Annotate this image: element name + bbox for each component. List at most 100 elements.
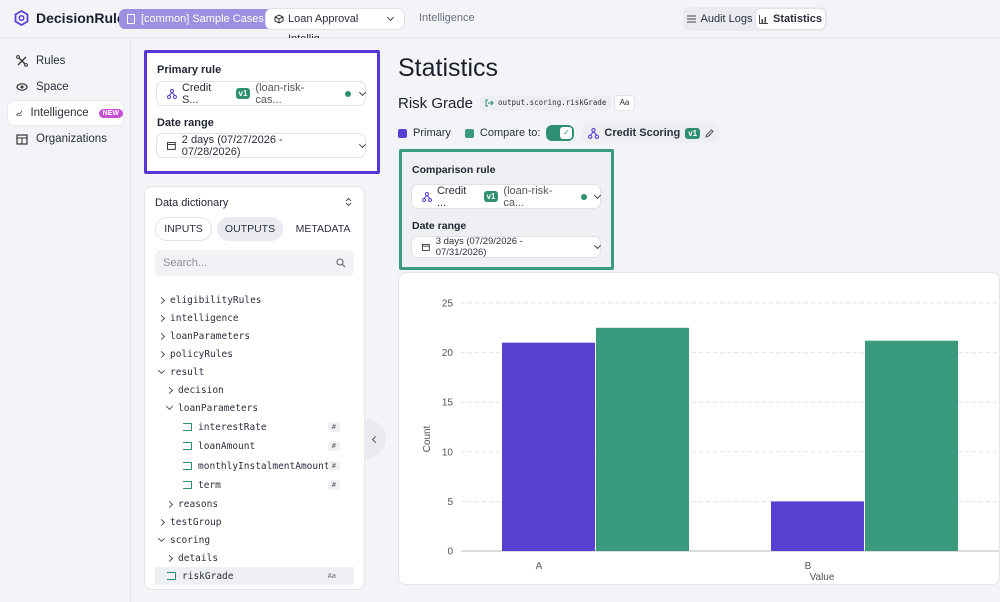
y-tick-label: 25 bbox=[442, 299, 454, 310]
view-switch: Audit Logs Statistics bbox=[683, 7, 827, 31]
tree-label: testGroup bbox=[170, 516, 222, 528]
output-arrow-icon bbox=[485, 99, 494, 107]
organizations-icon bbox=[16, 134, 28, 145]
sidebar-item-organizations[interactable]: Organizations bbox=[8, 127, 123, 151]
search-input[interactable]: Search... bbox=[155, 250, 354, 276]
y-tick-label: 5 bbox=[447, 497, 453, 508]
top-bar: DecisionRules [common] Sample Cases Loan… bbox=[0, 0, 1000, 45]
primary-rule-select[interactable]: Credit S... v1 (loan-risk-cas... bbox=[156, 81, 367, 106]
edit-icon[interactable] bbox=[705, 128, 714, 138]
search-placeholder: Search... bbox=[163, 257, 208, 269]
bar bbox=[771, 501, 864, 551]
chevron-down-icon bbox=[386, 13, 395, 22]
chevron-right-icon bbox=[157, 350, 166, 358]
y-axis-label: Count bbox=[422, 425, 433, 452]
tree-leaf[interactable]: riskGrade Aa bbox=[155, 567, 354, 585]
collapse-panel-button[interactable] bbox=[364, 419, 386, 459]
space-pill[interactable]: [common] Sample Cases bbox=[119, 9, 274, 29]
rule-select[interactable]: Loan Approval Intellig... bbox=[265, 8, 405, 45]
sidebar-item-label: Space bbox=[36, 81, 69, 93]
output-path-chip: output.scoring.riskGrade bbox=[480, 95, 612, 111]
primary-swatch bbox=[398, 128, 407, 138]
legend-compare: Compare to: bbox=[479, 127, 541, 139]
tree-folder[interactable]: loanParameters bbox=[145, 327, 354, 345]
sidebar-item-intelligence[interactable]: Intelligence NEW bbox=[8, 101, 123, 125]
tree-label: details bbox=[178, 552, 219, 564]
legend-row: Primary Compare to: ✓ Credit Scoring v1 bbox=[398, 123, 721, 143]
type-badge: Aa bbox=[323, 571, 340, 581]
output-leaf-icon bbox=[183, 423, 192, 431]
compare-rule-chip[interactable]: Credit Scoring v1 bbox=[582, 123, 721, 143]
tree-folder[interactable]: testGroup bbox=[145, 513, 354, 531]
tree-leaf[interactable]: term # bbox=[145, 476, 354, 494]
sidebar-item-label: Rules bbox=[36, 55, 66, 67]
sort-icon[interactable] bbox=[345, 197, 352, 207]
comparison-rule-select[interactable]: Credit ... v1 (loan-risk-ca... bbox=[411, 184, 602, 209]
tree-folder[interactable]: reasons bbox=[145, 495, 354, 513]
tree-label: result bbox=[170, 366, 205, 378]
calendar-icon bbox=[167, 142, 176, 150]
type-badge: # bbox=[327, 422, 340, 432]
cube-icon bbox=[274, 14, 284, 24]
space-pill-label: [common] Sample Cases bbox=[141, 13, 264, 25]
chevron-down-icon bbox=[594, 242, 602, 249]
chevron-right-icon bbox=[157, 332, 166, 340]
output-leaf-icon bbox=[183, 481, 192, 489]
y-tick-label: 10 bbox=[442, 447, 454, 458]
primary-rule-panel: Primary rule Credit S... v1 (loan-risk-c… bbox=[144, 50, 380, 174]
tree-label: loanParameters bbox=[170, 330, 251, 342]
decisionrules-logo-icon bbox=[14, 10, 29, 26]
tree-folder[interactable]: intelligence bbox=[145, 309, 354, 327]
tab-outputs[interactable]: OUTPUTS bbox=[217, 217, 283, 241]
rule-flow-icon bbox=[167, 88, 177, 99]
dictionary-tabs: INPUTS OUTPUTS METADATA bbox=[155, 217, 358, 241]
sidebar-item-rules[interactable]: Rules bbox=[8, 49, 123, 73]
chevron-right-icon bbox=[165, 554, 174, 562]
compare-toggle[interactable]: ✓ bbox=[546, 125, 575, 141]
tree-label: interestRate bbox=[198, 421, 267, 433]
data-dictionary-title: Data dictionary bbox=[155, 197, 229, 209]
tree-leaf[interactable]: monthlyInstalmentAmount # bbox=[145, 457, 354, 475]
tree-folder[interactable]: scoring bbox=[145, 531, 354, 549]
comparison-date-select[interactable]: 3 days (07/29/2026 - 07/31/2026) bbox=[411, 236, 602, 258]
y-tick-label: 0 bbox=[447, 547, 453, 558]
tree-folder[interactable]: result bbox=[145, 363, 354, 381]
tree-label: policyRules bbox=[170, 348, 233, 360]
output-leaf-icon bbox=[183, 462, 192, 470]
sidebar-item-label: Intelligence bbox=[30, 107, 89, 119]
chevron-down-icon bbox=[358, 88, 367, 96]
tree-folder[interactable]: details bbox=[145, 549, 354, 567]
x-axis-label: Value bbox=[810, 572, 835, 583]
legend-primary: Primary bbox=[413, 127, 451, 139]
statistic-title: Risk Grade bbox=[398, 95, 474, 112]
tab-statistics[interactable]: Statistics bbox=[756, 9, 825, 29]
type-badge: # bbox=[327, 461, 340, 471]
brand-logo[interactable]: DecisionRules bbox=[14, 10, 132, 26]
tab-metadata[interactable]: METADATA bbox=[295, 223, 351, 235]
comparison-rule-label: Comparison rule bbox=[412, 164, 496, 176]
tree-folder[interactable]: eligibilityRules bbox=[145, 291, 354, 309]
tab-audit-logs[interactable]: Audit Logs bbox=[685, 9, 754, 29]
rules-icon bbox=[16, 55, 28, 67]
primary-date-select[interactable]: 2 days (07/27/2026 - 07/28/2026) bbox=[156, 133, 367, 158]
document-icon bbox=[127, 14, 135, 24]
breadcrumb[interactable]: Intelligence bbox=[419, 12, 475, 24]
tab-inputs[interactable]: INPUTS bbox=[155, 217, 212, 241]
bar bbox=[865, 340, 958, 551]
chart-card: 0 5 10 15 20 25 A B Value Count bbox=[398, 272, 1000, 585]
tree-label: eligibilityRules bbox=[170, 294, 262, 306]
primary-date-label: Date range bbox=[157, 117, 214, 129]
chevron-down-icon bbox=[359, 140, 367, 148]
tree-folder[interactable]: loanParameters bbox=[145, 399, 354, 417]
tree-folder[interactable]: decision bbox=[145, 381, 354, 399]
comparison-date-value: 3 days (07/29/2026 - 07/31/2026) bbox=[435, 236, 523, 258]
primary-date-value: 2 days (07/27/2026 - 07/28/2026) bbox=[181, 133, 283, 158]
tree-folder[interactable]: policyRules bbox=[145, 345, 354, 363]
chart-icon bbox=[16, 110, 23, 116]
sidebar-item-space[interactable]: Space bbox=[8, 75, 123, 99]
tree-leaf[interactable]: interestRate # bbox=[145, 418, 354, 436]
chevron-down-icon bbox=[593, 191, 602, 199]
tree-leaf[interactable]: loanAmount # bbox=[145, 437, 354, 455]
brand-name: DecisionRules bbox=[36, 10, 133, 26]
